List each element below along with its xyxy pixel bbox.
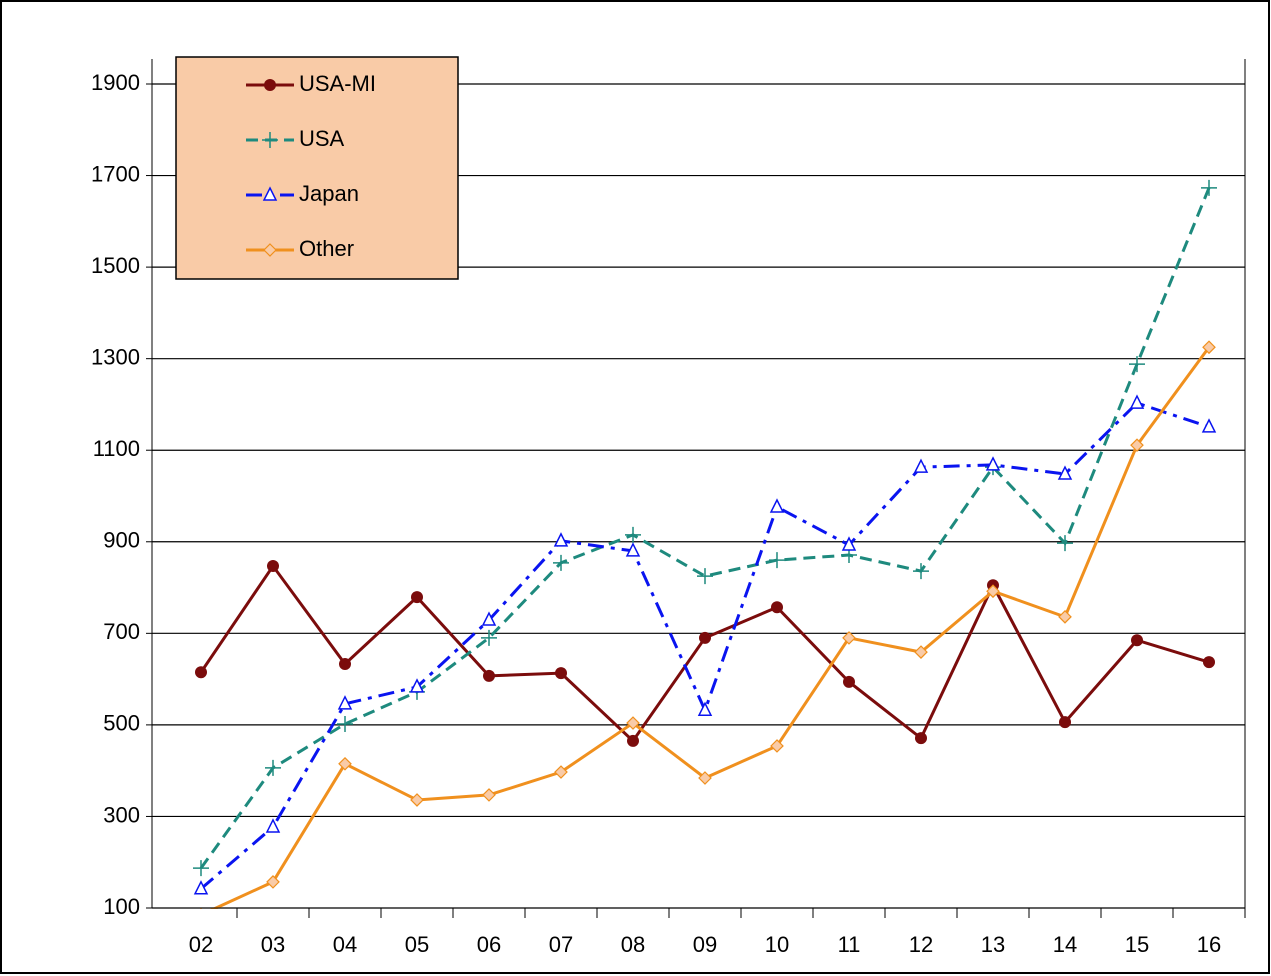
marker — [338, 756, 352, 771]
marker — [195, 666, 207, 679]
y-tick-label: 1500 — [91, 253, 140, 278]
marker — [262, 186, 278, 201]
marker — [1203, 656, 1215, 669]
marker — [409, 678, 425, 693]
marker — [1201, 179, 1217, 196]
marker — [1058, 610, 1072, 624]
marker — [553, 532, 569, 547]
line — [210, 346, 1211, 909]
marker — [771, 601, 783, 614]
x-tick-label: 15 — [1125, 932, 1149, 957]
marker — [697, 568, 713, 585]
marker — [841, 536, 857, 551]
x-tick-label: 11 — [838, 932, 861, 957]
line — [200, 401, 1210, 890]
marker — [915, 732, 927, 745]
marker — [770, 739, 784, 753]
marker — [697, 701, 713, 716]
marker — [913, 563, 929, 580]
y-tick-label: 1700 — [91, 161, 140, 186]
marker — [1129, 356, 1145, 373]
y-tick-label: 700 — [103, 619, 140, 644]
x-tick-label: 12 — [909, 932, 933, 957]
marker — [1202, 340, 1216, 355]
marker — [699, 631, 711, 644]
x-tick-label: 13 — [981, 932, 1005, 957]
marker — [481, 629, 497, 646]
marker — [626, 716, 640, 730]
marker — [555, 667, 567, 680]
marker — [986, 584, 1000, 599]
marker — [627, 734, 639, 747]
x-tick-label: 04 — [333, 932, 357, 957]
x-tick-label: 10 — [765, 932, 789, 957]
y-tick-label: 900 — [103, 528, 140, 553]
marker — [266, 875, 280, 889]
y-tick-label: 1100 — [93, 436, 140, 461]
marker — [769, 498, 785, 513]
y-tick-label: 500 — [103, 711, 140, 736]
x-tick-label: 08 — [621, 932, 645, 957]
x-tick-label: 14 — [1053, 932, 1077, 957]
x-tick-label: 07 — [549, 932, 573, 957]
marker — [843, 675, 855, 688]
x-tick-label: 16 — [1197, 932, 1221, 957]
marker — [1057, 465, 1073, 480]
marker — [1201, 418, 1217, 433]
marker — [1129, 394, 1145, 409]
line — [199, 187, 1211, 870]
y-tick-label: 1300 — [91, 344, 140, 369]
marker — [985, 456, 1001, 471]
marker — [337, 695, 353, 710]
marker — [1130, 438, 1144, 453]
legend-label: Japan — [299, 181, 359, 206]
marker — [913, 458, 929, 473]
marker — [554, 765, 568, 779]
marker — [265, 818, 281, 833]
x-tick-label: 09 — [693, 932, 717, 957]
marker — [193, 860, 209, 877]
legend-label: Other — [299, 236, 354, 261]
legend-label: USA-MI — [299, 71, 376, 96]
marker — [769, 552, 785, 569]
marker — [265, 759, 281, 776]
marker — [1057, 535, 1073, 552]
marker — [914, 645, 928, 659]
marker — [481, 611, 497, 626]
x-tick-label: 05 — [405, 932, 429, 957]
marker — [264, 79, 276, 91]
marker — [1059, 716, 1071, 729]
marker — [625, 526, 641, 543]
marker — [263, 243, 277, 257]
marker — [483, 669, 495, 682]
y-tick-label: 300 — [103, 802, 140, 827]
marker — [625, 542, 641, 557]
x-tick-label: 06 — [477, 932, 501, 957]
marker — [339, 658, 351, 671]
x-tick-label: 02 — [189, 932, 213, 957]
marker — [267, 560, 279, 573]
marker — [193, 880, 209, 895]
marker — [482, 788, 496, 802]
marker — [698, 771, 712, 785]
marker — [411, 591, 423, 604]
marker — [262, 132, 278, 148]
marker — [553, 554, 569, 571]
marker — [1131, 634, 1143, 647]
legend-box — [175, 56, 459, 280]
y-tick-label: 100 — [103, 894, 140, 919]
y-tick-label: 1900 — [91, 70, 140, 95]
marker — [200, 908, 202, 909]
legend-label: USA — [299, 126, 345, 151]
marker — [842, 631, 856, 645]
marker — [337, 715, 353, 732]
marker — [410, 793, 424, 807]
x-tick-label: 03 — [261, 932, 285, 957]
